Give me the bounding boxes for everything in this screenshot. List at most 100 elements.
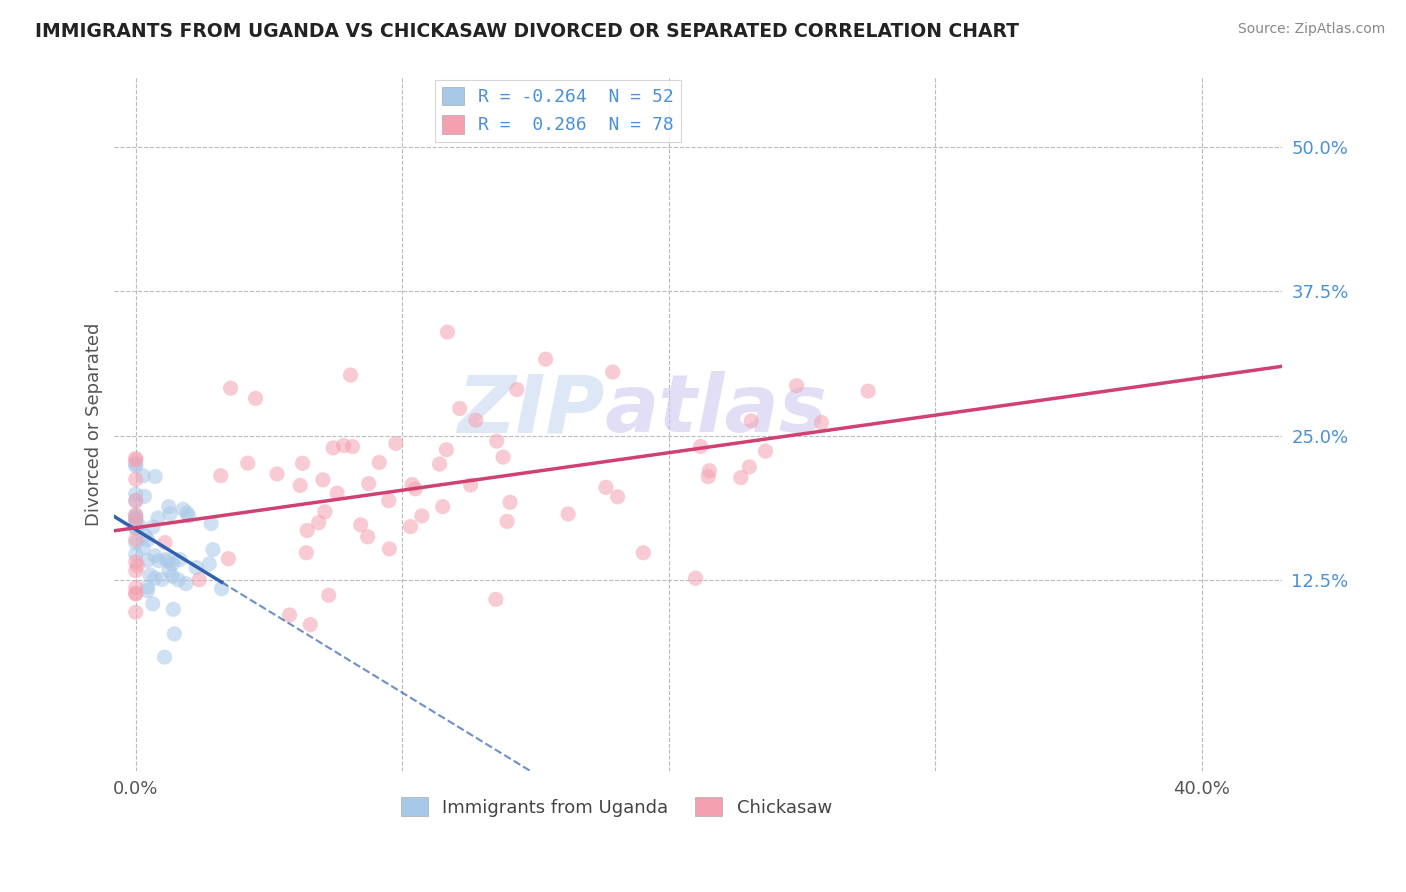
Point: [136, 580, 159, 594]
Point: [188, 573, 211, 587]
Point: [139, 568, 162, 582]
Point: [219, 381, 242, 395]
Point: [125, 519, 148, 533]
Y-axis label: Divorced or Separated: Divorced or Separated: [86, 322, 103, 525]
Point: [436, 325, 458, 339]
Point: [163, 627, 186, 641]
Point: [326, 486, 349, 500]
Point: [125, 564, 148, 578]
Point: [157, 563, 180, 577]
Point: [153, 535, 176, 549]
Point: [134, 528, 156, 542]
Point: [245, 392, 267, 406]
Point: [399, 519, 422, 533]
Point: [496, 514, 519, 528]
Point: [125, 533, 148, 547]
Point: [167, 573, 190, 587]
Point: [606, 490, 628, 504]
Point: [738, 459, 761, 474]
Point: [125, 521, 148, 535]
Point: [157, 500, 180, 514]
Point: [156, 554, 179, 568]
Text: Source: ZipAtlas.com: Source: ZipAtlas.com: [1237, 22, 1385, 37]
Point: [177, 509, 200, 524]
Point: [357, 476, 380, 491]
Point: [339, 368, 361, 383]
Point: [143, 549, 166, 563]
Point: [125, 511, 148, 525]
Point: [411, 508, 433, 523]
Point: [125, 487, 148, 501]
Point: [633, 546, 655, 560]
Point: [153, 650, 176, 665]
Point: [143, 571, 166, 585]
Point: [132, 468, 155, 483]
Point: [499, 495, 522, 509]
Point: [699, 464, 721, 478]
Point: [730, 470, 752, 484]
Point: [308, 516, 330, 530]
Point: [201, 542, 224, 557]
Point: [125, 535, 148, 549]
Point: [299, 617, 322, 632]
Point: [128, 519, 150, 533]
Point: [172, 502, 194, 516]
Point: [506, 383, 529, 397]
Point: [150, 573, 173, 587]
Point: [312, 473, 335, 487]
Point: [754, 444, 776, 458]
Point: [127, 558, 149, 573]
Point: [125, 493, 148, 508]
Point: [786, 378, 808, 392]
Point: [136, 583, 159, 598]
Point: [176, 506, 198, 520]
Point: [492, 450, 515, 464]
Text: ZIP: ZIP: [457, 371, 605, 450]
Point: [162, 569, 184, 583]
Point: [357, 530, 380, 544]
Point: [449, 401, 471, 416]
Text: atlas: atlas: [605, 371, 828, 450]
Point: [125, 494, 148, 508]
Point: [697, 469, 720, 483]
Point: [429, 457, 451, 471]
Point: [132, 541, 155, 555]
Point: [689, 440, 711, 454]
Point: [810, 416, 832, 430]
Point: [434, 442, 457, 457]
Point: [217, 551, 239, 566]
Point: [236, 456, 259, 470]
Point: [125, 515, 148, 529]
Point: [125, 457, 148, 471]
Point: [322, 441, 344, 455]
Point: [125, 581, 148, 595]
Point: [148, 554, 170, 568]
Point: [332, 438, 354, 452]
Point: [342, 440, 364, 454]
Point: [186, 560, 208, 574]
Point: [377, 493, 399, 508]
Point: [401, 477, 423, 491]
Point: [291, 456, 314, 470]
Point: [685, 571, 707, 585]
Point: [314, 505, 336, 519]
Point: [368, 456, 391, 470]
Point: [295, 524, 318, 538]
Point: [125, 451, 148, 466]
Point: [125, 458, 148, 473]
Point: [278, 607, 301, 622]
Point: [125, 586, 148, 600]
Point: [350, 517, 373, 532]
Point: [125, 547, 148, 561]
Point: [125, 508, 148, 523]
Point: [200, 516, 222, 531]
Point: [266, 467, 288, 481]
Point: [125, 555, 148, 569]
Point: [125, 605, 148, 619]
Point: [485, 434, 508, 449]
Point: [142, 520, 165, 534]
Point: [460, 478, 482, 492]
Point: [404, 482, 426, 496]
Point: [136, 533, 159, 547]
Point: [159, 507, 181, 521]
